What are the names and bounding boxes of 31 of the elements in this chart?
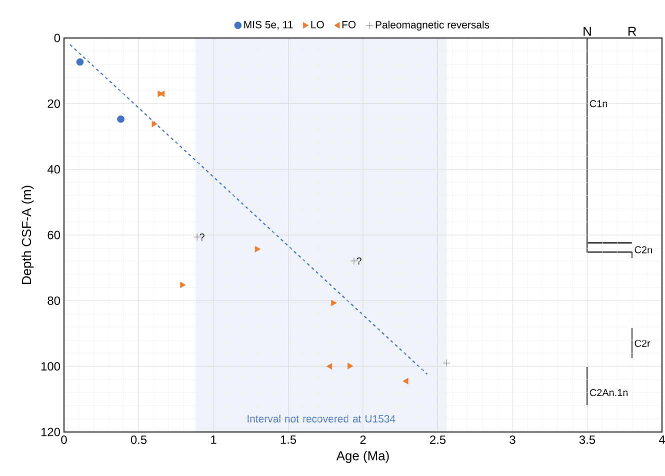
- y-tick-label: 20: [48, 99, 60, 108]
- x-tick-label: 1.5: [280, 436, 296, 444]
- x-axis-title: Age (Ma): [336, 450, 389, 463]
- annotation: C2n: [634, 246, 652, 254]
- legend-label: FO: [342, 20, 356, 28]
- x-tick-label: 0: [61, 436, 67, 444]
- x-tick-label: 2.5: [430, 436, 446, 444]
- legend-label: LO: [311, 20, 324, 28]
- x-tick-label: 3.5: [579, 436, 596, 444]
- annotation: C1n: [590, 100, 608, 108]
- band-label: Interval not recovered at U1534: [248, 414, 396, 422]
- y-axis-title: Depth CSF-A (m): [22, 186, 34, 284]
- legend-label: MIS 5e, 11: [244, 20, 293, 30]
- x-tick-label: 1: [211, 436, 216, 444]
- y-tick-label: 100: [41, 362, 60, 371]
- annotation: C2r: [634, 340, 650, 347]
- text: R: [628, 26, 636, 36]
- x-tick-label: 0.5: [130, 436, 147, 444]
- annotation: ?: [356, 257, 362, 264]
- x-tick-label: 2: [360, 436, 366, 444]
- text: N: [584, 26, 591, 36]
- y-tick-label: 80: [48, 296, 60, 305]
- annotation: ?: [200, 233, 204, 240]
- x-tick-label: 4: [658, 436, 665, 444]
- legend-label: Paleomagnetic reversals: [376, 20, 490, 31]
- y-tick-label: 120: [41, 428, 60, 436]
- y-tick-label: 0: [54, 34, 60, 42]
- y-tick-label: 40: [47, 165, 60, 174]
- y-tick-label: 60: [48, 230, 60, 240]
- annotation: C2An.1n: [590, 389, 628, 396]
- x-tick-label: 3: [510, 436, 516, 444]
